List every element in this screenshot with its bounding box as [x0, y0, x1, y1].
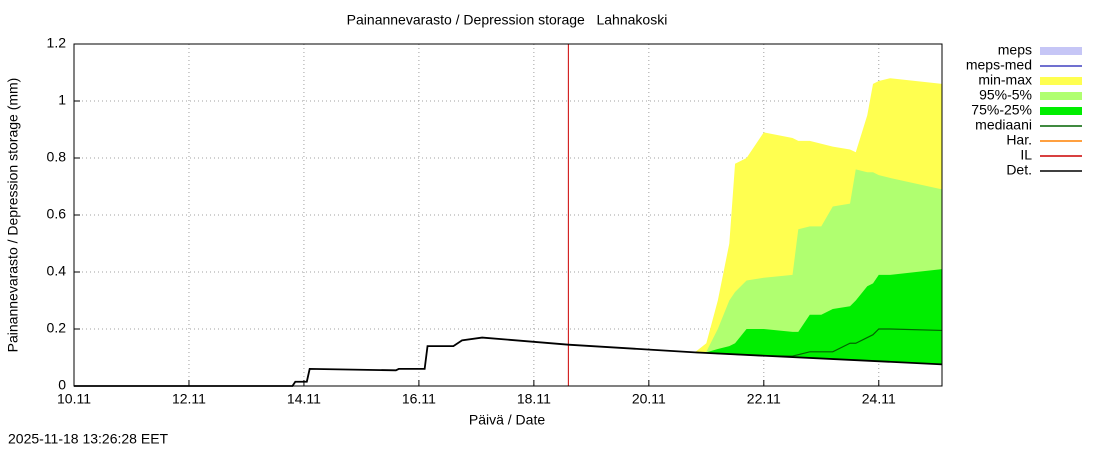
legend-label: meps — [998, 42, 1032, 58]
x-tick-label: 22.11 — [747, 391, 781, 407]
x-axis-label: Päivä / Date — [469, 412, 545, 428]
y-tick-label: 0 — [58, 377, 66, 393]
x-tick-label: 18.11 — [517, 391, 551, 407]
legend-label: mediaani — [975, 117, 1032, 133]
x-tick-label: 16.11 — [402, 391, 436, 407]
legend-label: Det. — [1006, 162, 1032, 178]
legend-label: Har. — [1006, 132, 1032, 148]
plot-frame — [73, 43, 943, 387]
legend-label: min-max — [978, 72, 1032, 88]
legend-swatch — [1040, 77, 1082, 85]
y-tick-label: 0.6 — [47, 206, 67, 222]
band — [694, 269, 942, 365]
x-tick-label: 20.11 — [632, 391, 666, 407]
x-tick-label: 24.11 — [862, 391, 896, 407]
y-tick-label: 1.2 — [47, 35, 67, 51]
y-tick-label: 0.2 — [47, 320, 67, 336]
y-tick-label: 0.4 — [47, 263, 67, 279]
y-tick-label: 0.8 — [47, 149, 67, 165]
x-tick-label: 14.11 — [287, 391, 321, 407]
legend-label: 75%-25% — [971, 102, 1032, 118]
legend-label: 95%-5% — [979, 87, 1032, 103]
x-tick-label: 12.11 — [172, 391, 206, 407]
legend-label: IL — [1020, 147, 1032, 163]
legend-swatch — [1040, 92, 1082, 100]
x-tick-label: 10.11 — [57, 391, 91, 407]
timestamp: 2025-11-18 13:26:28 EET — [8, 431, 169, 447]
y-tick-label: 1 — [58, 92, 66, 108]
legend-swatch — [1040, 47, 1082, 55]
y-axis-label: Painannevarasto / Depression storage (mm… — [5, 78, 21, 353]
line — [74, 336, 943, 387]
legend-label: meps-med — [966, 57, 1032, 73]
legend-swatch — [1040, 107, 1082, 115]
chart-title: Painannevarasto / Depression storage Lah… — [347, 12, 668, 28]
